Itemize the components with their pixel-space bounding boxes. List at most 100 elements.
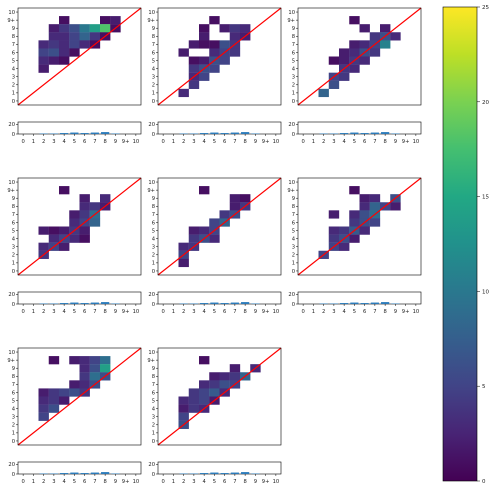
y-tick-label: 8	[152, 374, 155, 380]
bar	[370, 302, 379, 304]
y-tick-label: 7	[152, 382, 155, 388]
heatmap-cell	[59, 226, 70, 235]
x-tick-label: 1	[172, 479, 175, 483]
bar-y-tick-label: 0	[12, 472, 15, 478]
heatmap-cell	[359, 202, 370, 211]
heatmap-cell	[240, 24, 251, 33]
x-tick-label: 10	[413, 139, 420, 145]
heatmap-cell	[69, 210, 80, 219]
x-tick-label: 6	[83, 309, 86, 315]
x-tick-label: 6	[223, 139, 226, 145]
heatmap-cell	[38, 64, 49, 73]
heatmap-cell	[79, 194, 90, 203]
y-tick-label: 9+	[287, 188, 295, 194]
heatmap-cell	[89, 32, 101, 41]
heatmap-cell	[79, 372, 90, 381]
panel-frame	[297, 7, 422, 106]
bar-panel: 0 20 0 1 2 3 4 5 6 7 8 9 9+ 10	[148, 461, 282, 483]
heatmap-cell	[219, 40, 230, 49]
y-tick-label: 0	[152, 99, 155, 105]
y-tick-label: 3	[152, 75, 155, 81]
heatmap-cell	[178, 396, 189, 405]
heatmap-cell	[38, 242, 49, 251]
x-tick-label: 9	[394, 309, 397, 315]
x-tick-label: 3	[192, 309, 195, 315]
diagonal-line	[17, 347, 142, 446]
bar	[60, 133, 69, 134]
heatmap-cell	[79, 40, 90, 49]
bar-panel-frame	[17, 121, 142, 135]
diagonal-line	[157, 177, 282, 276]
bar-panel-frame	[157, 121, 282, 135]
x-tick-label: 3	[52, 139, 55, 145]
bar	[381, 302, 390, 304]
heatmap-cell	[219, 372, 230, 381]
heatmap-cell	[69, 388, 80, 397]
bar-panel-frame	[157, 461, 282, 475]
x-tick-label: 1	[312, 139, 315, 145]
x-tick-label: 9+	[262, 309, 270, 315]
heatmap-cell	[219, 380, 230, 389]
y-tick-label: 2	[292, 83, 295, 89]
y-tick-label: 6	[12, 220, 15, 226]
heatmap-cell	[89, 372, 101, 381]
y-tick-label: 3	[292, 75, 295, 81]
bar	[220, 303, 229, 304]
bar-panel: 0 20 0 1 2 3 4 5 6 7 8 9 9+ 10	[148, 291, 282, 315]
heatmap-cell	[38, 40, 49, 49]
y-tick-label: 3	[12, 415, 15, 421]
y-tick-label: 9+	[7, 358, 15, 364]
bar	[200, 473, 209, 474]
bar-panel: 0 20 0 1 2 3 4 5 6 7 8 9 9+ 10	[8, 461, 142, 483]
heatmap-cell	[188, 40, 200, 49]
x-tick-label: 7	[233, 139, 236, 145]
heatmap-cell	[369, 218, 381, 227]
bar-panel-frame	[297, 121, 422, 135]
heatmap-cell	[369, 32, 381, 41]
heatmap-cell	[79, 234, 90, 243]
bar-y-tick-label: 20	[288, 122, 295, 128]
heatmap-cell	[178, 242, 189, 251]
heatmap-cell	[38, 48, 49, 57]
heatmap-cell	[229, 48, 241, 57]
x-tick-label: 10	[133, 479, 140, 483]
y-tick-label: 3	[152, 415, 155, 421]
x-tick-label: 9	[254, 139, 257, 145]
y-tick-label: 1	[292, 91, 295, 97]
heatmap-cell	[328, 210, 340, 219]
bar	[80, 303, 89, 304]
x-tick-label: 1	[312, 309, 315, 315]
heatmap-cell	[100, 364, 111, 373]
bar	[230, 302, 239, 304]
x-tick-label: 6	[83, 139, 86, 145]
heatmap-cell	[328, 226, 340, 235]
x-tick-label: 2	[42, 139, 45, 145]
bar-y-tick-label: 20	[8, 462, 15, 468]
y-tick-label: 0	[12, 99, 15, 105]
y-tick-label: 4	[152, 406, 156, 412]
x-tick-label: 10	[273, 479, 280, 483]
heatmap-cell	[48, 32, 60, 41]
y-tick-label: 2	[152, 423, 155, 429]
heatmap-cell	[48, 48, 60, 57]
y-tick-label: 9+	[7, 188, 15, 194]
y-tick-label: 6	[152, 220, 155, 226]
y-tick-label: 9	[12, 196, 15, 202]
bar-panel: 0 20 0 1 2 3 4 5 6 7 8 9 9+ 10	[8, 121, 142, 145]
colorbar-tick-label: 10	[482, 289, 489, 295]
y-tick-label: 6	[12, 390, 15, 396]
y-tick-label: 8	[152, 34, 155, 40]
x-tick-label: 2	[322, 309, 325, 315]
x-tick-label: 0	[161, 479, 164, 483]
heatmap-cell	[100, 24, 111, 33]
y-tick-label: 6	[152, 50, 155, 56]
heatmap-cell	[69, 40, 80, 49]
heatmap-cell	[59, 242, 70, 251]
heatmap-cell	[199, 356, 210, 365]
heatmap-cell	[219, 56, 230, 65]
heatmap-cell	[59, 32, 70, 41]
x-tick-label: 6	[223, 309, 226, 315]
bar-y-tick-label: 20	[148, 462, 155, 468]
